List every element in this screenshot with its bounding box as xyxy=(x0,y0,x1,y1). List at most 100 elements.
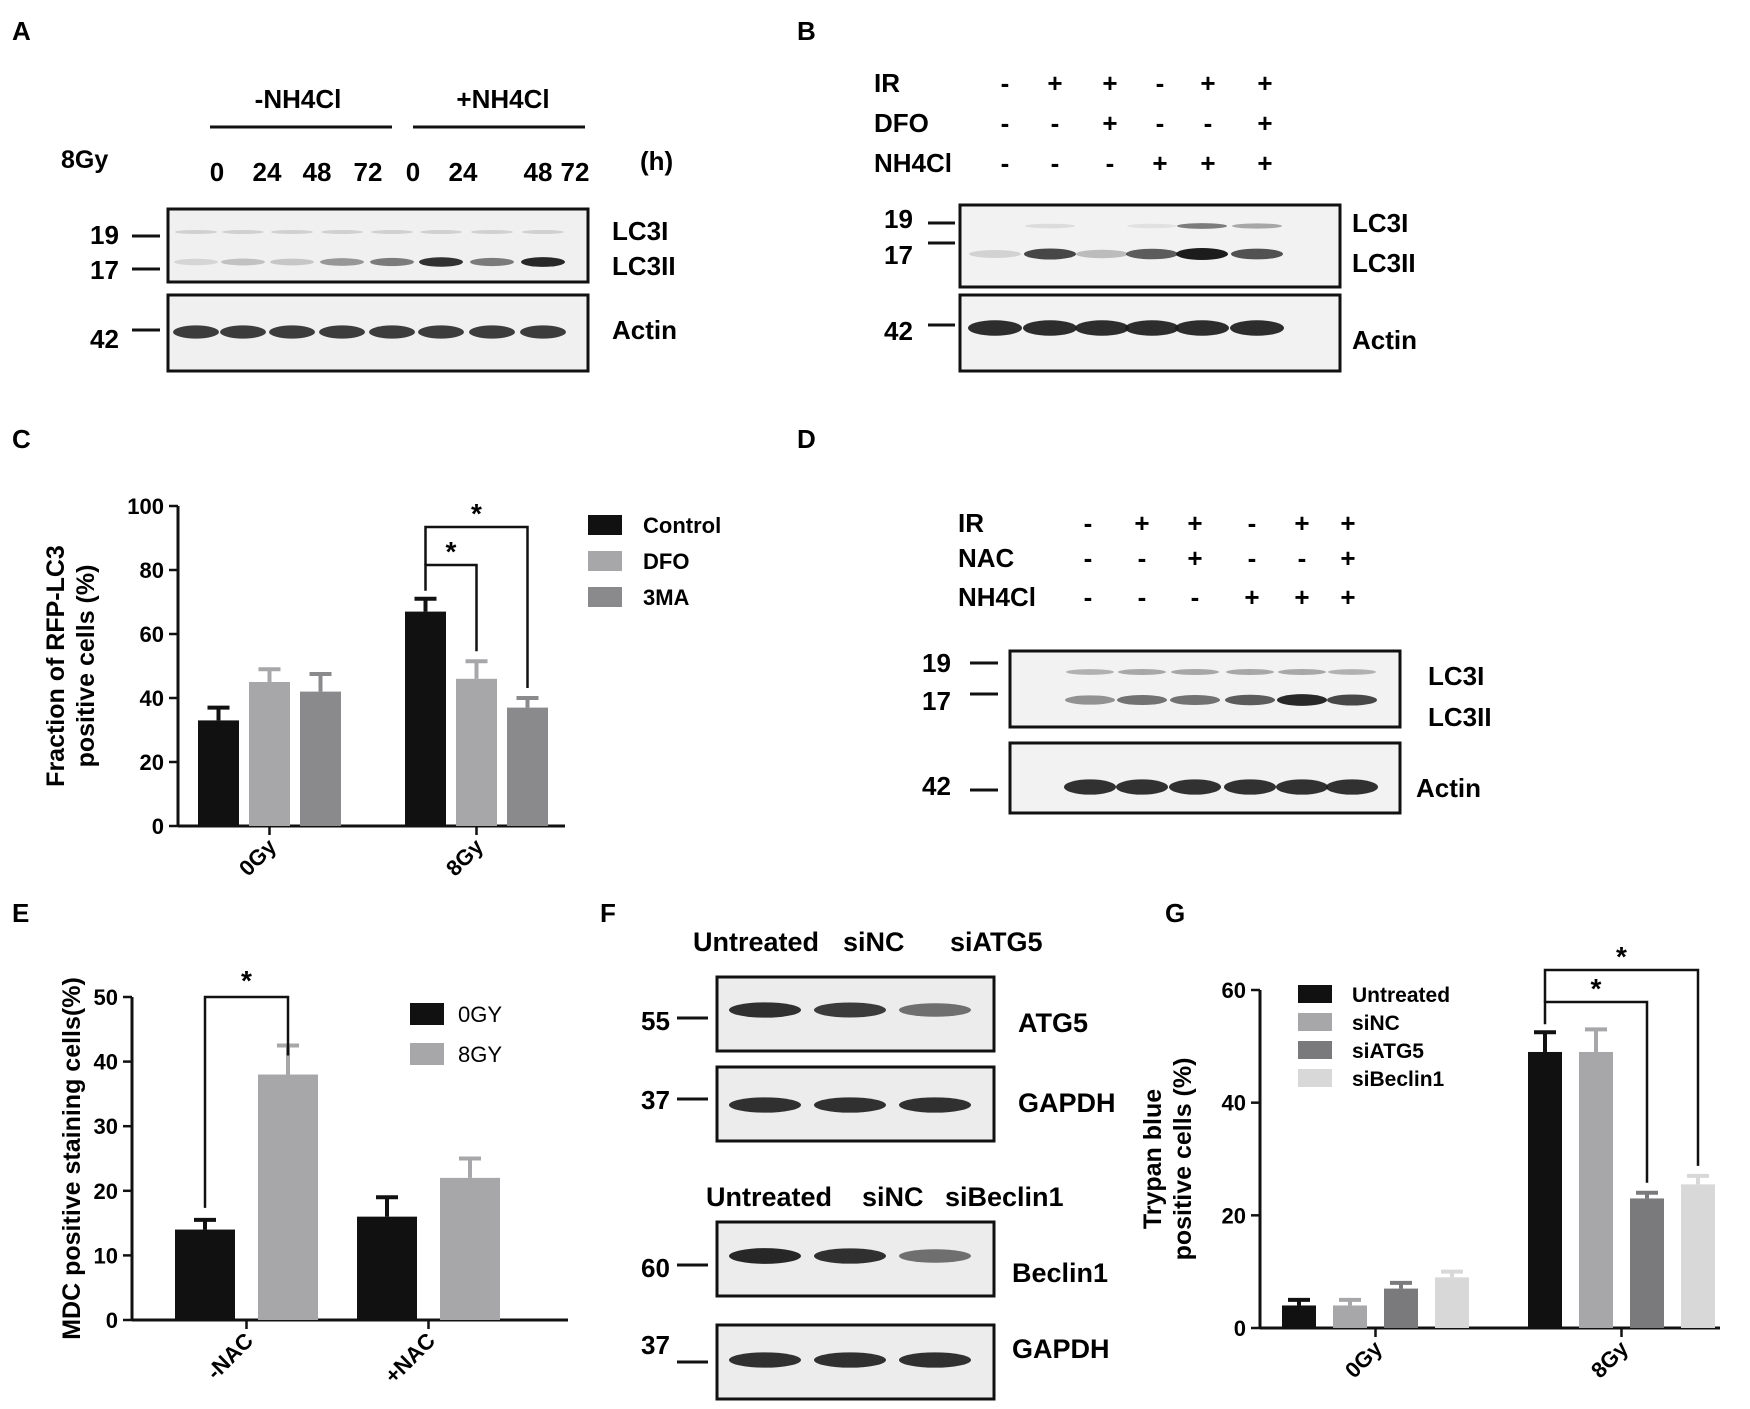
sign: + xyxy=(1047,68,1062,98)
band-label-gapdh-top: GAPDH xyxy=(1018,1088,1116,1118)
sign: + xyxy=(1200,68,1215,98)
band-label-gapdh-bottom: GAPDH xyxy=(1012,1334,1110,1364)
time-0b: 0 xyxy=(406,157,420,187)
group-label-pos-nh4cl: +NH4Cl xyxy=(456,84,549,114)
legend-swatch xyxy=(1298,985,1332,1003)
sign: - xyxy=(1001,68,1010,98)
x-tick-label: 8Gy xyxy=(1586,1335,1634,1383)
blot-b-lc3 xyxy=(958,203,1342,289)
marker-55: 55 xyxy=(641,1006,670,1036)
actin-band xyxy=(1075,320,1129,336)
sign: - xyxy=(1298,543,1307,573)
band-label-lc3i: LC3I xyxy=(1428,661,1484,691)
lc3ii-band xyxy=(1277,694,1327,706)
sign: + xyxy=(1340,508,1355,538)
sign: + xyxy=(1294,508,1309,538)
significance-bracket xyxy=(203,995,290,1208)
group-label-neg-nh4cl: -NH4Cl xyxy=(255,84,342,114)
panel-f: Untreated siNC siATG5 55 37 ATG5 GAPDH U… xyxy=(641,927,1116,1401)
protein-band xyxy=(814,1002,886,1018)
panel-d: IR - + + - + + NAC - - + - - + NH4Cl - - - + + + 19 17 42 LC… xyxy=(922,508,1492,815)
band-label-atg5: ATG5 xyxy=(1018,1008,1088,1038)
bar xyxy=(258,1074,318,1320)
legend-swatch xyxy=(588,587,622,607)
protein-band xyxy=(814,1248,886,1264)
y-tick-label: 40 xyxy=(140,686,164,711)
protein-band xyxy=(729,1097,801,1113)
f-top-header-siatg5: siATG5 xyxy=(950,927,1043,957)
sign: - xyxy=(1156,108,1165,138)
marker-19: 19 xyxy=(922,648,951,678)
sign: - xyxy=(1248,508,1257,538)
legend-swatch xyxy=(1298,1069,1332,1087)
lc3ii-band xyxy=(1327,694,1377,706)
panel-letter-c: C xyxy=(12,424,31,454)
protein-band xyxy=(899,1003,971,1017)
f-bottom-header-untreated: Untreated xyxy=(706,1182,832,1212)
x-tick-label: -NAC xyxy=(201,1328,258,1385)
band-label-lc3ii: LC3II xyxy=(1428,702,1492,732)
legend-label: siBeclin1 xyxy=(1352,1068,1445,1091)
lc3ii-band xyxy=(1170,694,1220,706)
sign: + xyxy=(1102,68,1117,98)
row-label: IR xyxy=(874,68,900,98)
row-label: NH4Cl xyxy=(874,148,952,178)
x-tick-label: 0Gy xyxy=(1340,1335,1388,1383)
sign: - xyxy=(1001,148,1010,178)
lc3ii-band xyxy=(419,257,463,267)
legend-swatch xyxy=(588,551,622,571)
f-top-header-untreated: Untreated xyxy=(693,927,819,957)
y-tick-label: 20 xyxy=(1222,1203,1246,1228)
significance-star: * xyxy=(446,536,457,567)
legend-label: siNC xyxy=(1352,1012,1400,1035)
lc3ii-band xyxy=(370,257,414,267)
actin-band xyxy=(369,325,415,339)
legend-label: 3MA xyxy=(643,585,690,610)
y-tick-label: 0 xyxy=(1234,1316,1246,1341)
y-tick-label: 10 xyxy=(94,1243,118,1268)
f-bottom-header-sibeclin1: siBeclin1 xyxy=(945,1182,1064,1212)
bar xyxy=(1528,1051,1562,1328)
time-unit: (h) xyxy=(640,146,673,176)
lc3i-band xyxy=(522,230,564,234)
protein-band xyxy=(814,1097,886,1113)
bar xyxy=(1384,1288,1418,1328)
bar xyxy=(1333,1305,1367,1328)
panel-a: -NH4Cl +NH4Cl 8Gy 0 24 48 72 0 24 48 72 … xyxy=(61,84,677,373)
panel-letter-g: G xyxy=(1165,898,1185,928)
sign: + xyxy=(1187,543,1202,573)
bar xyxy=(1282,1305,1316,1328)
significance-star: * xyxy=(1616,941,1627,972)
time-72: 72 xyxy=(354,157,383,187)
actin-band xyxy=(220,325,266,339)
panel-letter-b: B xyxy=(797,16,816,46)
actin-band xyxy=(1116,779,1168,795)
x-tick-label: 8Gy xyxy=(441,833,489,881)
marker-17: 17 xyxy=(884,240,913,270)
lc3i-band xyxy=(321,230,363,234)
lc3i-band xyxy=(1232,223,1282,229)
actin-band xyxy=(1064,779,1116,795)
lc3ii-band xyxy=(270,258,314,266)
y-axis-label: Fraction of RFP-LC3positive cells (%) xyxy=(42,545,100,787)
significance-star: * xyxy=(1591,973,1602,1004)
protein-band xyxy=(729,1352,801,1368)
band-label-actin: Actin xyxy=(1416,773,1481,803)
y-tick-label: 80 xyxy=(140,558,164,583)
band-label-actin: Actin xyxy=(1352,325,1417,355)
lc3i-band xyxy=(371,230,413,234)
lc3ii-band xyxy=(320,258,364,266)
marker-42: 42 xyxy=(90,324,119,354)
significance-bracket xyxy=(1543,968,1700,1166)
time-0: 0 xyxy=(210,157,224,187)
actin-band xyxy=(1326,779,1378,795)
sign: - xyxy=(1084,543,1093,573)
y-axis-label: Trypan bluepositive cells (%) xyxy=(1139,1058,1197,1261)
lc3ii-band xyxy=(221,258,265,266)
legend-label: siATG5 xyxy=(1352,1040,1424,1063)
actin-band xyxy=(418,325,464,339)
y-tick-label: 60 xyxy=(1222,978,1246,1003)
y-tick-label: 50 xyxy=(94,985,118,1010)
dose-label: 8Gy xyxy=(61,146,108,174)
lc3i-band xyxy=(471,230,513,234)
